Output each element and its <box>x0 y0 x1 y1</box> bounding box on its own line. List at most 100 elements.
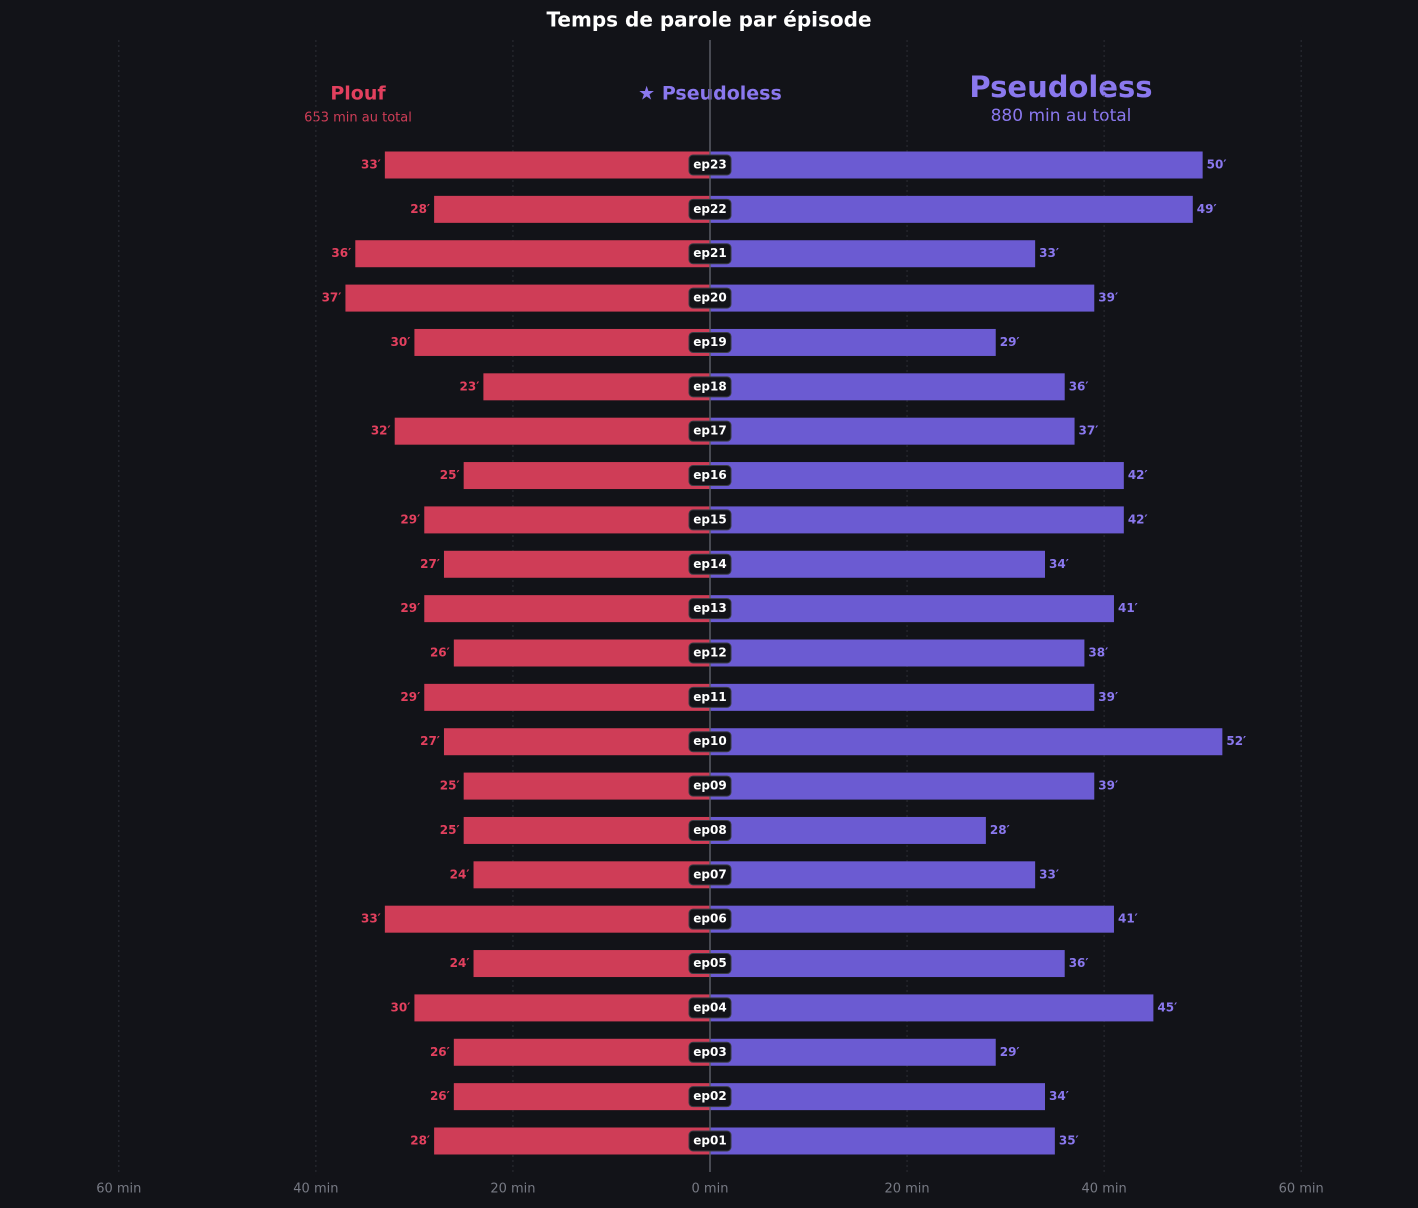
category-badge <box>688 598 732 620</box>
category-badge <box>688 1041 732 1063</box>
value-label: 28′ <box>410 202 430 216</box>
bar <box>710 728 1223 756</box>
bar <box>443 550 710 578</box>
bar <box>710 595 1114 623</box>
category-badge <box>688 553 732 575</box>
bar <box>434 195 710 223</box>
category-badge <box>688 775 732 797</box>
value-label: 39′ <box>1098 690 1118 704</box>
bar <box>710 284 1095 312</box>
category-badge <box>688 642 732 664</box>
bar <box>463 816 710 844</box>
value-label: 33′ <box>1039 246 1059 260</box>
bar <box>424 595 710 623</box>
category-label: ep02 <box>693 1089 726 1103</box>
bar <box>443 728 710 756</box>
bar <box>483 373 710 401</box>
total-right: 880 min au total <box>991 106 1132 126</box>
bar <box>384 151 710 179</box>
bar <box>710 417 1075 445</box>
category-label: ep01 <box>693 1134 726 1148</box>
value-label: 23′ <box>460 379 480 393</box>
bar <box>710 506 1124 534</box>
bar <box>710 772 1095 800</box>
category-badge <box>688 997 732 1019</box>
value-label: 29′ <box>400 512 420 526</box>
category-label: ep13 <box>693 601 726 615</box>
value-label: 29′ <box>1000 1045 1020 1059</box>
category-label: ep03 <box>693 1045 726 1059</box>
bar <box>414 328 710 356</box>
category-label: ep22 <box>693 202 726 216</box>
category-label: ep20 <box>693 291 726 305</box>
value-label: 28′ <box>410 1134 430 1148</box>
value-label: 28′ <box>990 823 1010 837</box>
value-label: 50′ <box>1207 158 1227 172</box>
category-label: ep08 <box>693 823 726 837</box>
legend-right: Pseudoless <box>969 70 1152 104</box>
bar <box>710 373 1065 401</box>
category-badge <box>688 1130 732 1152</box>
bar <box>355 240 710 268</box>
bar <box>710 1038 996 1066</box>
bar <box>424 506 710 534</box>
category-badge <box>688 509 732 531</box>
category-label: ep05 <box>693 956 726 970</box>
category-badge <box>688 819 732 841</box>
x-tick-label: 40 min <box>293 1182 338 1197</box>
category-label: ep16 <box>693 468 726 482</box>
value-label: 37′ <box>322 291 342 305</box>
bar <box>473 861 710 889</box>
total-left: 653 min au total <box>304 111 412 126</box>
chart-title: Temps de parole par épisode <box>546 8 871 32</box>
bar <box>424 683 710 711</box>
category-label: ep19 <box>693 335 726 349</box>
legend-left: Plouf <box>330 83 386 105</box>
bar <box>463 772 710 800</box>
value-label: 42′ <box>1128 468 1148 482</box>
bar <box>710 905 1114 933</box>
category-badge <box>688 198 732 220</box>
category-badge <box>688 420 732 442</box>
bar <box>710 328 996 356</box>
value-label: 37′ <box>1079 424 1099 438</box>
category-label: ep21 <box>693 246 726 260</box>
bar <box>710 240 1036 268</box>
bar <box>394 417 710 445</box>
category-label: ep09 <box>693 779 726 793</box>
bar <box>710 195 1193 223</box>
bar <box>414 994 710 1022</box>
value-label: 32′ <box>371 424 391 438</box>
value-label: 45′ <box>1157 1000 1177 1014</box>
value-label: 52′ <box>1226 734 1246 748</box>
x-tick-label: 60 min <box>1279 1182 1324 1197</box>
value-label: 34′ <box>1049 1089 1069 1103</box>
bar <box>710 550 1045 578</box>
x-tick-label: 0 min <box>692 1182 729 1197</box>
category-label: ep17 <box>693 424 726 438</box>
category-label: ep15 <box>693 512 726 526</box>
x-tick-label: 20 min <box>490 1182 535 1197</box>
value-label: 36′ <box>331 246 351 260</box>
bar <box>453 1038 710 1066</box>
bar <box>463 462 710 490</box>
bar <box>710 994 1154 1022</box>
category-label: ep07 <box>693 867 726 881</box>
category-label: ep23 <box>693 158 726 172</box>
bar <box>710 816 986 844</box>
category-badge <box>688 243 732 265</box>
value-label: 26′ <box>430 646 450 660</box>
x-tick-label: 60 min <box>96 1182 141 1197</box>
value-label: 41′ <box>1118 601 1138 615</box>
value-label: 39′ <box>1098 779 1118 793</box>
category-label: ep06 <box>693 912 726 926</box>
value-label: 26′ <box>430 1089 450 1103</box>
bar <box>710 1127 1055 1155</box>
value-label: 27′ <box>420 734 440 748</box>
value-label: 25′ <box>440 823 460 837</box>
bar <box>473 950 710 978</box>
category-label: ep18 <box>693 379 726 393</box>
value-label: 29′ <box>400 690 420 704</box>
value-label: 33′ <box>361 912 381 926</box>
